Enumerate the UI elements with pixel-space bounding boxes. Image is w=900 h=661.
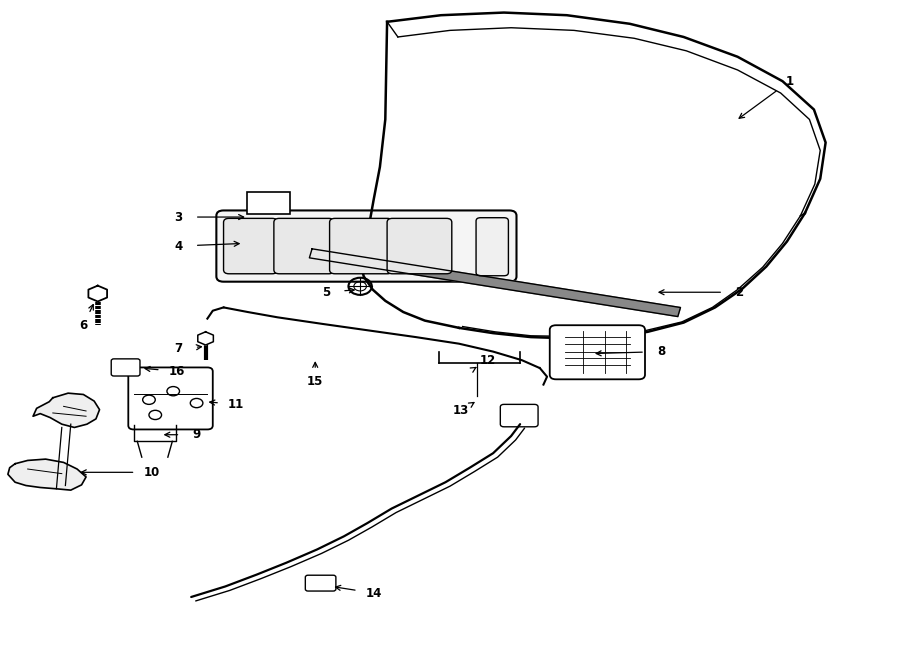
Text: 4: 4 [175,239,183,253]
Text: 11: 11 [228,398,244,411]
Polygon shape [198,332,213,345]
FancyBboxPatch shape [112,359,140,376]
Polygon shape [33,393,100,428]
Text: 9: 9 [193,428,201,442]
FancyBboxPatch shape [550,325,645,379]
FancyBboxPatch shape [329,218,392,274]
FancyBboxPatch shape [223,218,277,274]
Text: 10: 10 [143,466,160,479]
Text: 7: 7 [175,342,183,356]
Polygon shape [8,459,86,490]
FancyBboxPatch shape [305,575,336,591]
Text: 5: 5 [322,286,330,299]
Text: 2: 2 [735,286,743,299]
FancyBboxPatch shape [216,210,517,282]
Text: 12: 12 [480,354,496,367]
FancyBboxPatch shape [247,192,290,214]
Polygon shape [310,249,680,317]
Text: 8: 8 [657,345,665,358]
FancyBboxPatch shape [500,405,538,427]
FancyBboxPatch shape [476,217,508,276]
Text: 16: 16 [168,365,185,378]
Text: 3: 3 [175,211,183,223]
Text: 14: 14 [365,586,382,600]
Text: 15: 15 [307,375,323,389]
FancyBboxPatch shape [387,218,452,274]
FancyBboxPatch shape [274,218,334,274]
Polygon shape [88,286,107,301]
FancyBboxPatch shape [129,368,212,430]
Text: 13: 13 [453,405,469,418]
Text: 1: 1 [786,75,794,88]
Text: 6: 6 [79,319,87,332]
